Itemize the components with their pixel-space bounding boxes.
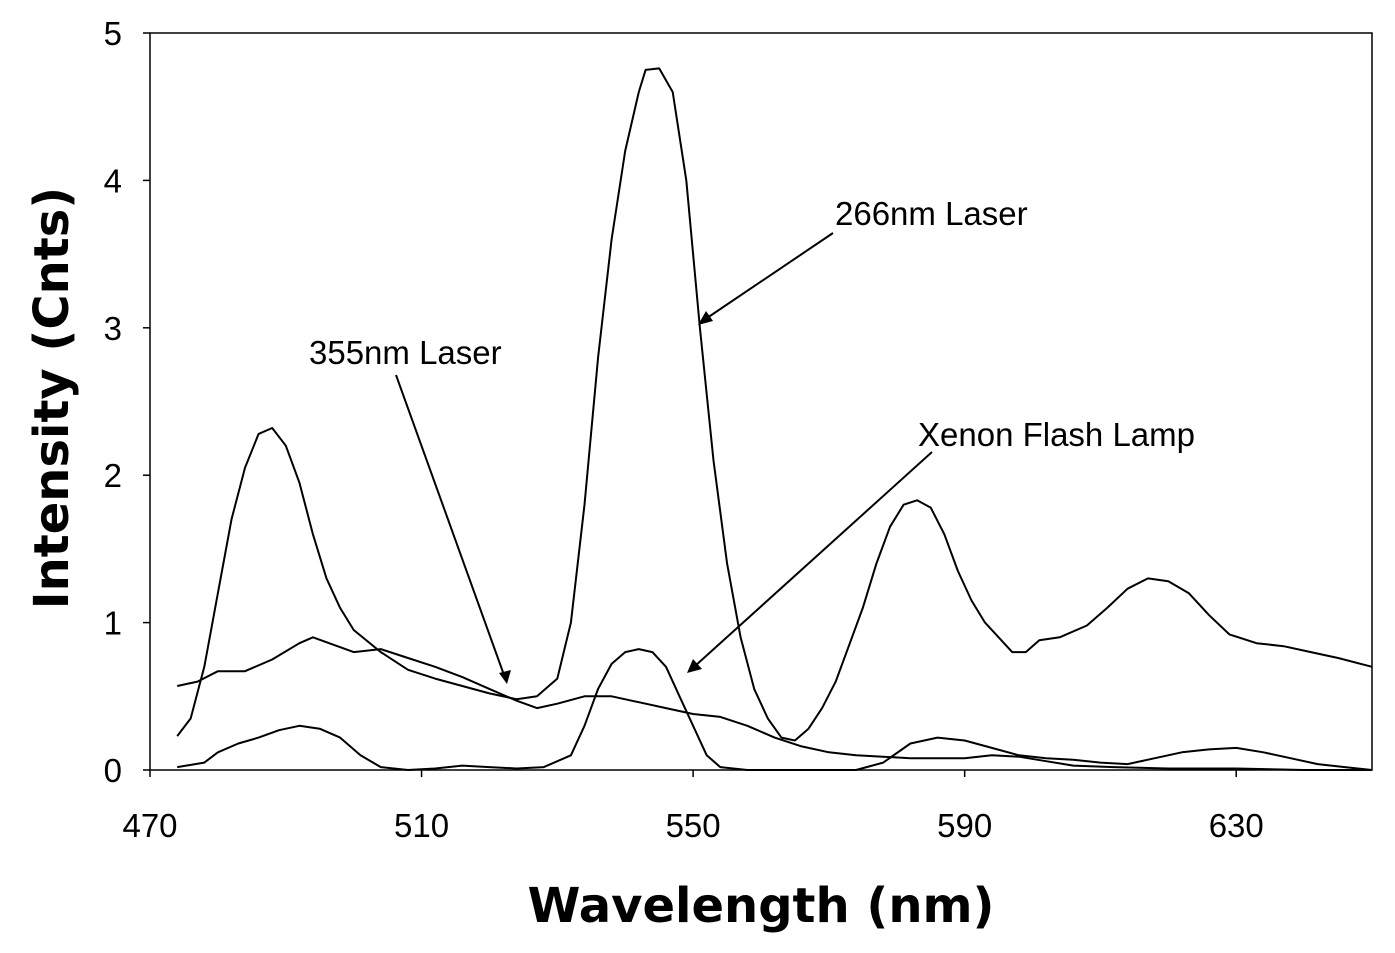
x-axis-title: Wavelength (nm) [528, 878, 995, 934]
series-line-s266 [176, 67, 1373, 742]
y-tick-label: 2 [104, 457, 122, 494]
annotation-355nm-label: 355nm Laser [309, 334, 502, 371]
series-layer [176, 67, 1373, 771]
annotation-xenon-label: Xenon Flash Lamp [918, 416, 1195, 453]
annotation-355nm-arrow [395, 374, 505, 676]
y-axis: 0 1 2 3 4 5 [104, 15, 150, 789]
annotation-266nm-arrowhead [698, 311, 713, 325]
x-tick-label: 510 [394, 807, 449, 844]
x-tick-label: 590 [937, 807, 992, 844]
annotation-355nm: 355nm Laser [309, 334, 511, 684]
annotation-266nm-label: 266nm Laser [835, 195, 1028, 232]
y-tick-label: 4 [104, 162, 122, 199]
y-axis-title: Intensity (Cnts) [24, 187, 80, 609]
y-tick-label: 3 [104, 310, 122, 347]
x-tick-label: 470 [122, 807, 177, 844]
y-tick-label: 1 [104, 605, 122, 642]
plot-frame [149, 32, 1373, 771]
x-tick-label: 630 [1209, 807, 1264, 844]
series-line-s355 [176, 636, 1372, 771]
annotation-355nm-arrowhead [499, 670, 511, 684]
x-tick-label: 550 [666, 807, 721, 844]
series-line-sxe [177, 648, 1373, 771]
annotation-266nm-arrow [706, 232, 834, 319]
x-axis: 470 510 550 590 630 [122, 770, 1264, 844]
y-tick-label: 0 [104, 752, 122, 789]
annotation-xenon-arrow [694, 451, 933, 667]
annotation-xenon: Xenon Flash Lamp [687, 416, 1195, 673]
y-tick-label: 5 [104, 15, 122, 52]
annotation-266nm: 266nm Laser [698, 195, 1028, 325]
annotation-xenon-arrowhead [687, 659, 702, 673]
